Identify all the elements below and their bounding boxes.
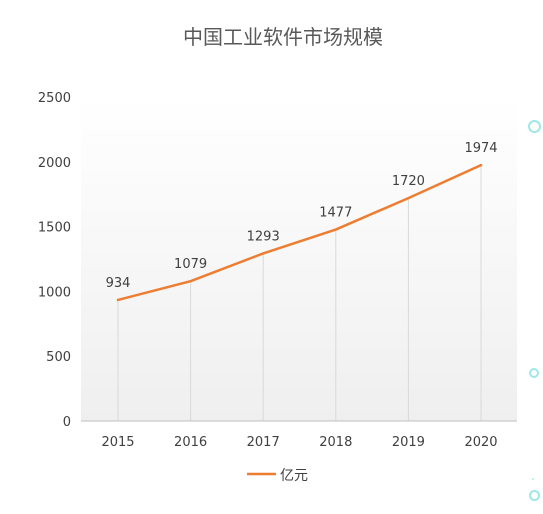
series-line: [116, 163, 483, 302]
decorative-dot-icon: [532, 478, 534, 480]
x-tick-label: 2019: [392, 435, 425, 450]
data-point: [189, 279, 192, 283]
data-point: [334, 228, 337, 231]
data-label: 1477: [319, 206, 352, 221]
decorative-ring-icon: [528, 120, 541, 133]
data-label: 1974: [464, 141, 497, 156]
legend-label: 亿元: [280, 468, 308, 484]
y-tick-label: 2000: [38, 156, 71, 171]
legend[interactable]: 亿元: [247, 468, 308, 484]
x-tick-label: 2018: [319, 435, 352, 450]
decorative-ring-icon: [529, 368, 539, 378]
data-point: [479, 163, 483, 167]
data-label: 1079: [174, 257, 207, 272]
chart-title: 中国工业软件市场规模: [183, 25, 383, 49]
series: [116, 163, 483, 302]
grid-lines: [117, 165, 482, 421]
data-point: [116, 298, 120, 302]
y-tick-label: 0: [63, 415, 71, 430]
data-labels: 934 1079 1293 1477 1720 1974: [106, 141, 498, 291]
x-tick-label: 2015: [101, 435, 134, 450]
data-point: [407, 196, 410, 200]
y-tick-label: 1000: [38, 285, 71, 300]
x-tick-label: 2016: [174, 435, 207, 450]
decorative-ring-icon: [529, 490, 540, 501]
data-label: 934: [106, 276, 131, 291]
data-label: 1293: [247, 229, 280, 244]
data-point: [262, 252, 265, 255]
x-tick-label: 2017: [247, 435, 280, 450]
data-label: 1720: [392, 174, 425, 189]
x-axis-tick-labels: 2015 2016 2017 2018 2019 2020: [101, 435, 497, 450]
y-tick-label: 500: [46, 350, 71, 365]
y-tick-label: 2500: [38, 91, 71, 106]
y-tick-label: 1500: [38, 221, 71, 236]
y-axis-tick-labels: 0 500 1000 1500 2000 2500: [38, 91, 71, 430]
x-tick-label: 2020: [464, 435, 497, 450]
plot-area: [81, 97, 517, 421]
